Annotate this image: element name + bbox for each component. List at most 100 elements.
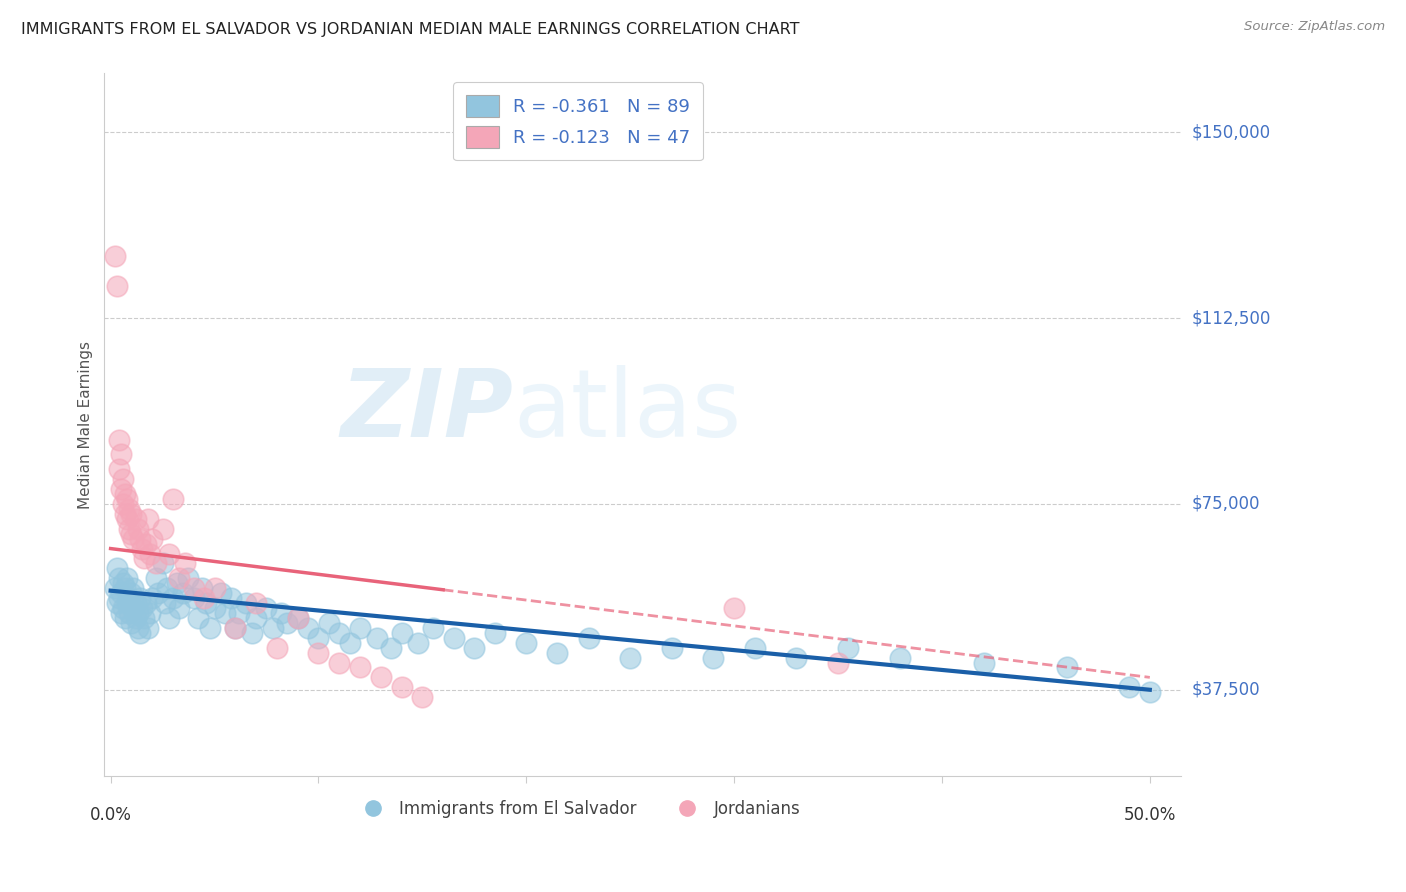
Point (837, 640, 859, 655)
Point (578, 631, 600, 645)
Point (104, 249, 127, 263)
Point (702, 650, 724, 665)
Point (135, 536, 157, 550)
Point (139, 606, 162, 620)
Point (120, 507, 142, 521)
Point (619, 650, 641, 665)
Point (120, 586, 142, 600)
Point (463, 640, 485, 655)
Point (661, 640, 683, 655)
Point (108, 571, 131, 585)
Point (128, 625, 150, 640)
Text: IMMIGRANTS FROM EL SALVADOR VS JORDANIAN MEDIAN MALE EARNINGS CORRELATION CHART: IMMIGRANTS FROM EL SALVADOR VS JORDANIAN… (21, 22, 800, 37)
Point (174, 557, 197, 571)
Point (136, 621, 159, 635)
Point (105, 561, 128, 575)
Point (307, 646, 329, 660)
Point (117, 512, 139, 526)
Point (515, 636, 537, 650)
Point (339, 636, 361, 650)
Point (443, 631, 465, 645)
Point (124, 596, 146, 610)
Point (136, 512, 159, 526)
Point (148, 586, 170, 600)
Point (219, 591, 242, 606)
Point (224, 621, 246, 635)
Point (1056, 660, 1078, 674)
Point (380, 640, 402, 655)
Point (214, 606, 236, 620)
Point (108, 433, 131, 447)
Point (228, 606, 250, 620)
Point (112, 497, 135, 511)
Legend: Immigrants from El Salvador, Jordanians: Immigrants from El Salvador, Jordanians (349, 793, 807, 824)
Point (120, 526, 142, 541)
Point (108, 591, 131, 606)
Point (183, 581, 205, 595)
Point (132, 611, 155, 625)
Point (1118, 680, 1140, 694)
Point (411, 690, 433, 705)
Point (145, 557, 167, 571)
Point (110, 606, 132, 620)
Point (110, 447, 132, 461)
Point (391, 680, 413, 694)
Text: atlas: atlas (513, 365, 742, 457)
Point (122, 581, 145, 595)
Point (118, 502, 141, 516)
Point (209, 586, 232, 600)
Point (204, 581, 226, 595)
Point (114, 581, 136, 595)
Point (139, 547, 162, 561)
Text: Source: ZipAtlas.com: Source: ZipAtlas.com (1244, 20, 1385, 33)
Point (546, 646, 568, 660)
Point (141, 532, 163, 546)
Text: $112,500: $112,500 (1192, 310, 1271, 327)
Point (112, 601, 135, 615)
Point (135, 596, 157, 610)
Point (193, 591, 215, 606)
Point (187, 611, 209, 625)
Point (127, 621, 149, 635)
Point (110, 586, 132, 600)
Point (406, 636, 429, 650)
Point (191, 581, 214, 595)
Point (162, 491, 184, 506)
Point (162, 591, 184, 606)
Point (118, 522, 141, 536)
Point (122, 601, 145, 615)
Point (270, 606, 292, 620)
Point (167, 571, 190, 585)
Text: $37,500: $37,500 (1192, 681, 1261, 698)
Point (114, 611, 136, 625)
Point (235, 596, 257, 610)
Point (145, 571, 167, 585)
Point (318, 615, 340, 630)
Point (889, 650, 911, 665)
Point (370, 670, 392, 684)
Point (276, 615, 298, 630)
Point (114, 487, 136, 501)
Point (127, 606, 149, 620)
Point (287, 611, 309, 625)
Point (262, 621, 284, 635)
Point (112, 472, 135, 486)
Point (266, 640, 288, 655)
Point (176, 571, 198, 585)
Point (105, 596, 128, 610)
Point (117, 491, 139, 506)
Point (172, 586, 194, 600)
Point (183, 591, 205, 606)
Point (141, 591, 163, 606)
Text: ZIP: ZIP (340, 365, 513, 457)
Point (391, 625, 413, 640)
Point (157, 611, 180, 625)
Point (245, 611, 267, 625)
Point (153, 596, 176, 610)
Point (120, 615, 142, 630)
Point (785, 650, 807, 665)
Point (152, 522, 174, 536)
Point (117, 596, 139, 610)
Point (112, 576, 135, 591)
Point (287, 611, 309, 625)
